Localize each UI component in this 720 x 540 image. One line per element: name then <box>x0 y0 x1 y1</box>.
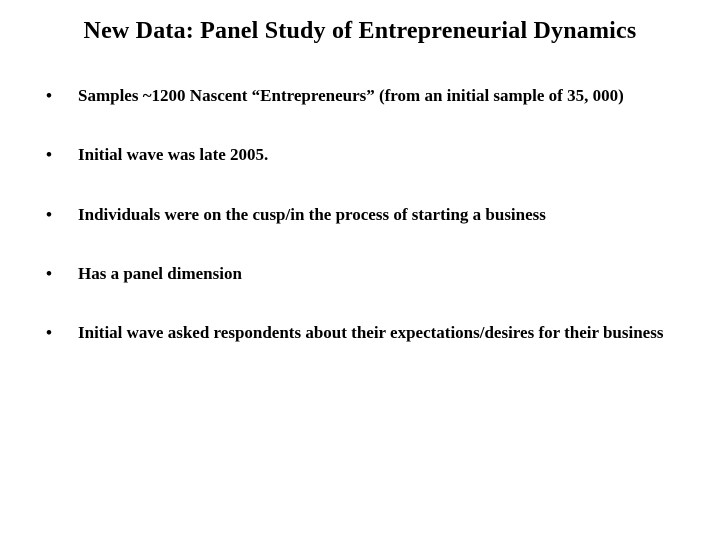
list-item: Has a panel dimension <box>46 263 682 284</box>
list-item: Individuals were on the cusp/in the proc… <box>46 204 682 225</box>
list-item: Initial wave asked respondents about the… <box>46 322 682 343</box>
bullet-list: Samples ~1200 Nascent “Entrepreneurs” (f… <box>28 85 692 343</box>
slide: New Data: Panel Study of Entrepreneurial… <box>0 0 720 540</box>
list-item: Samples ~1200 Nascent “Entrepreneurs” (f… <box>46 85 682 106</box>
list-item: Initial wave was late 2005. <box>46 144 682 165</box>
slide-title: New Data: Panel Study of Entrepreneurial… <box>28 18 692 45</box>
